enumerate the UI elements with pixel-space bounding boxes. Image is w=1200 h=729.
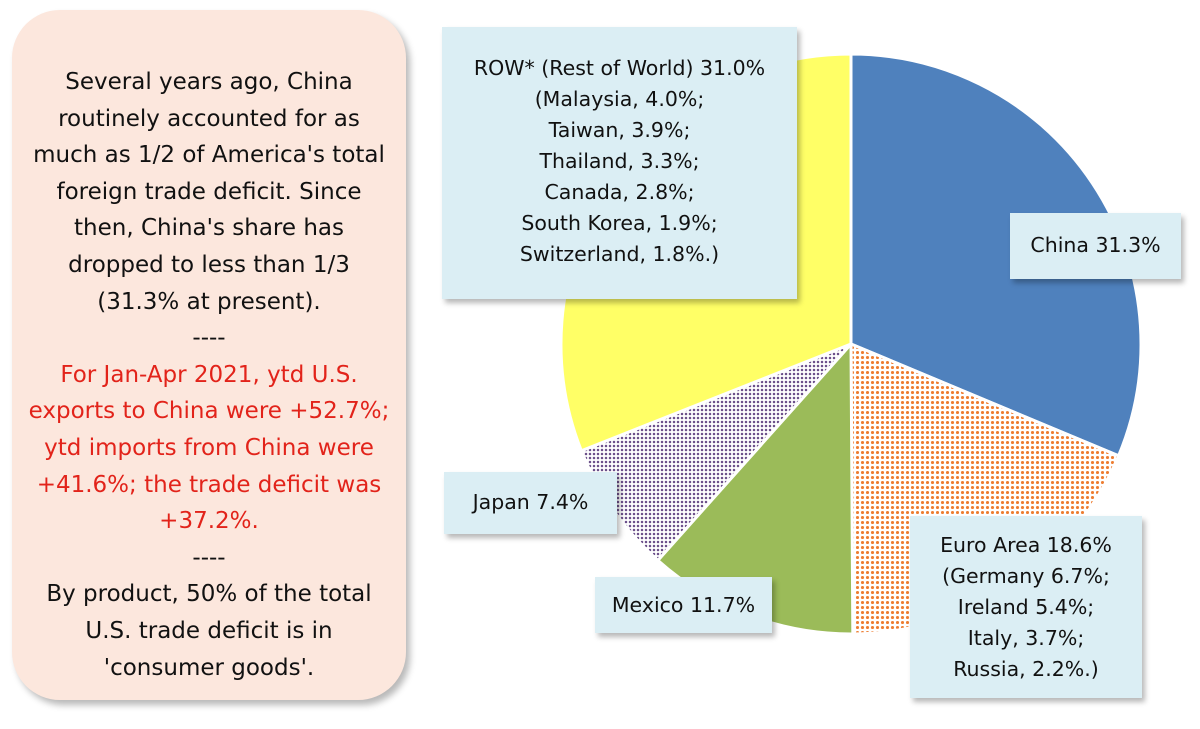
callout-china-line: China 31.3%	[1030, 233, 1161, 257]
commentary-paragraph-3: By product, 50% of the total U.S. trade …	[46, 581, 372, 681]
pie-slice-china	[849, 52, 1143, 458]
callout-euro-line: Russia, 2.2%.)	[953, 657, 1099, 681]
commentary-separator-2: ----	[192, 544, 226, 571]
callout-euro-line: Italy, 3.7%;	[967, 626, 1085, 650]
commentary-paragraph-2: For Jan-Apr 2021, ytd U.S. exports to Ch…	[28, 361, 390, 535]
callout-euro-line: (Germany 6.7%;	[942, 564, 1110, 588]
callout-row-line: (Malaysia, 4.0%;	[534, 87, 705, 111]
callout-row-line: Thailand, 3.3%;	[539, 149, 700, 173]
callout-row-line: ROW* (Rest of World) 31.0%	[473, 56, 766, 80]
callout-euro-area: Euro Area 18.6% (Germany 6.7%; Ireland 5…	[910, 516, 1142, 698]
callout-row-line: Taiwan, 3.9%;	[548, 118, 691, 142]
callout-row-line: Canada, 2.8%;	[544, 180, 695, 204]
callout-mexico-line: Mexico 11.7%	[611, 593, 756, 617]
callout-china: China 31.3%	[1010, 213, 1181, 279]
callout-row: ROW* (Rest of World) 31.0% (Malaysia, 4.…	[442, 27, 797, 299]
callout-euro-line: Ireland 5.4%;	[957, 595, 1095, 619]
callout-row-line: Switzerland, 1.8%.)	[519, 242, 720, 266]
callout-euro-line: Euro Area 18.6%	[940, 533, 1112, 557]
commentary-separator-1: ----	[192, 325, 226, 352]
callout-mexico: Mexico 11.7%	[595, 577, 772, 633]
commentary-panel: Several years ago, China routinely accou…	[12, 10, 406, 700]
callout-japan: Japan 7.4%	[444, 472, 617, 534]
callout-japan-line: Japan 7.4%	[472, 490, 589, 514]
callout-row-line: South Korea, 1.9%;	[521, 211, 718, 235]
commentary-paragraph-1: Several years ago, China routinely accou…	[33, 69, 385, 315]
